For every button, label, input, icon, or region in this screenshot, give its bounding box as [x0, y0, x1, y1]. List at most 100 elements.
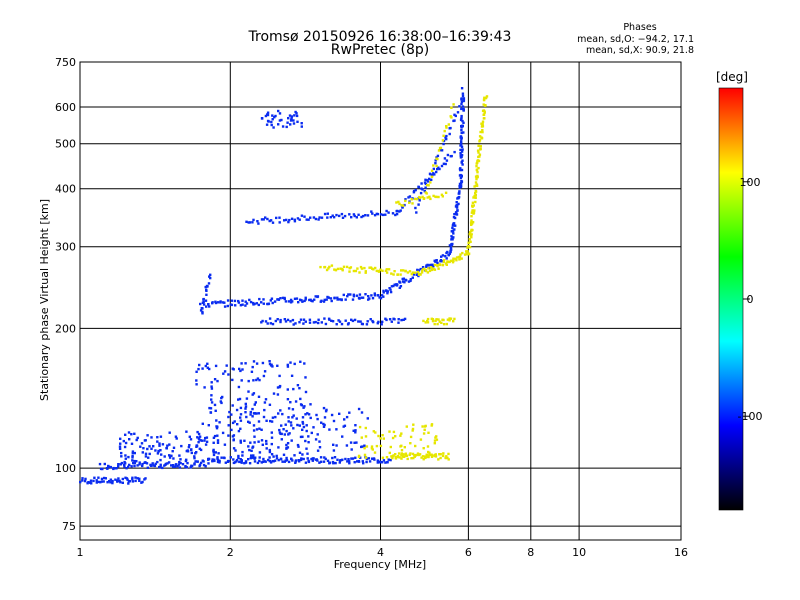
data-point — [441, 139, 445, 142]
data-point — [381, 456, 385, 459]
data-point — [461, 148, 464, 151]
data-point — [266, 111, 270, 114]
data-point — [473, 194, 476, 198]
data-point — [230, 299, 233, 302]
data-point — [391, 212, 395, 215]
data-point — [342, 293, 345, 297]
data-point — [123, 445, 127, 449]
data-point — [272, 460, 275, 463]
data-point — [168, 456, 172, 459]
data-point — [411, 202, 414, 205]
data-point — [197, 367, 200, 371]
data-point — [448, 252, 451, 255]
data-point — [448, 244, 452, 247]
data-point — [341, 458, 344, 461]
data-point — [438, 320, 441, 323]
data-point — [426, 319, 429, 323]
data-point — [251, 407, 254, 411]
data-point — [478, 153, 482, 156]
data-point — [271, 114, 274, 117]
data-point — [124, 476, 127, 479]
data-point — [172, 457, 175, 460]
y-tick-label: 200 — [55, 322, 76, 335]
data-point — [277, 123, 280, 126]
data-point — [377, 320, 380, 324]
data-point — [270, 123, 273, 127]
data-point — [237, 429, 241, 433]
data-point — [319, 300, 322, 303]
data-point — [198, 447, 201, 450]
data-point — [426, 196, 429, 199]
data-point — [126, 478, 129, 481]
data-point — [443, 129, 446, 133]
data-point — [204, 436, 207, 440]
data-point — [373, 292, 376, 295]
data-point — [199, 309, 203, 312]
data-point — [190, 448, 193, 452]
data-point — [434, 260, 437, 263]
data-point — [215, 419, 218, 422]
data-point — [384, 213, 387, 216]
data-point — [460, 160, 463, 164]
data-point — [470, 219, 473, 222]
data-point — [243, 439, 246, 442]
data-point — [167, 461, 171, 464]
data-point — [445, 125, 448, 128]
data-point — [95, 479, 98, 482]
data-point — [484, 96, 488, 99]
data-point — [316, 449, 320, 452]
data-point — [346, 460, 349, 463]
data-point — [281, 296, 285, 300]
data-point — [269, 461, 273, 464]
x-tick-label: 16 — [674, 546, 688, 559]
data-point — [123, 463, 126, 466]
y-tick-label: 500 — [55, 138, 76, 151]
data-point — [133, 459, 136, 463]
data-point — [352, 429, 355, 432]
data-point — [354, 424, 357, 427]
data-point — [243, 462, 246, 465]
data-point — [349, 293, 352, 296]
data-point — [308, 321, 312, 324]
data-point — [135, 438, 138, 442]
data-point — [79, 480, 82, 484]
data-point — [156, 436, 159, 439]
data-point — [435, 170, 438, 174]
data-point — [402, 204, 405, 207]
data-point — [410, 198, 413, 201]
data-point — [134, 479, 137, 483]
data-point — [106, 481, 109, 484]
data-point — [136, 464, 139, 467]
data-point — [177, 463, 180, 466]
data-point — [314, 320, 317, 324]
data-point — [454, 224, 457, 227]
data-point — [232, 434, 236, 437]
data-point — [292, 387, 295, 391]
data-point — [195, 444, 199, 448]
data-point — [456, 197, 459, 200]
data-point — [387, 211, 390, 214]
data-point — [211, 460, 214, 463]
data-point — [458, 255, 462, 259]
data-point — [281, 412, 284, 416]
data-point — [199, 302, 202, 306]
colorbar: [deg] 100 0 -100 — [716, 70, 762, 511]
data-point — [131, 450, 135, 453]
data-point — [133, 432, 136, 435]
data-point — [189, 466, 192, 469]
data-point — [442, 134, 445, 137]
data-point — [204, 299, 208, 302]
data-point — [286, 388, 289, 391]
data-point — [275, 454, 278, 458]
data-point — [437, 458, 440, 461]
grid — [80, 62, 681, 540]
data-point — [138, 461, 141, 464]
data-point — [348, 213, 351, 216]
data-point — [411, 427, 415, 431]
data-point — [151, 462, 154, 465]
data-point — [305, 447, 308, 450]
data-point — [347, 322, 350, 325]
data-point — [271, 118, 274, 121]
data-point — [316, 459, 319, 462]
data-point — [461, 92, 465, 95]
